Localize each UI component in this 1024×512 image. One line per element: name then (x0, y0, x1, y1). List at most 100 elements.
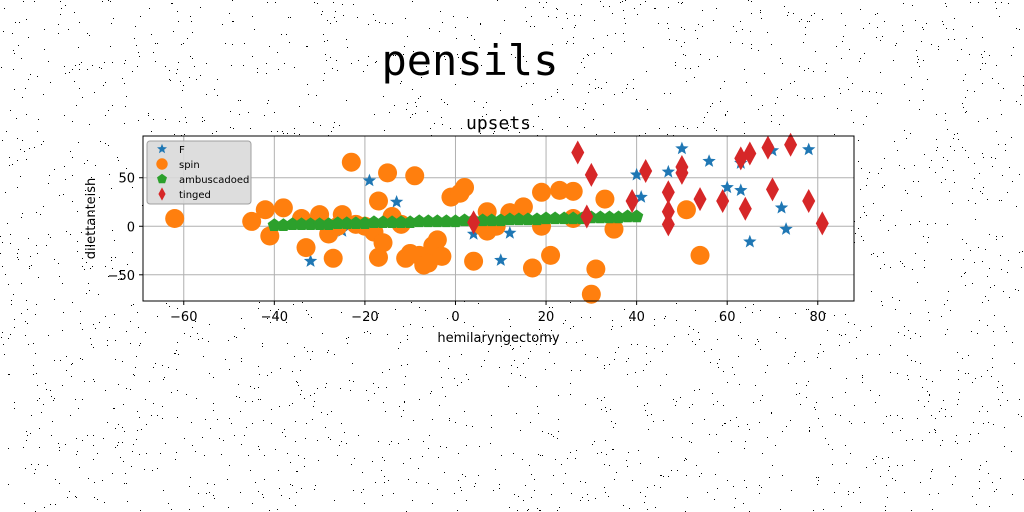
x-tick-label: −40 (261, 310, 288, 325)
x-tick-label: 20 (538, 310, 555, 325)
data-point (639, 158, 653, 183)
data-point (661, 212, 675, 237)
data-point (595, 189, 615, 209)
legend-label: spin (179, 160, 200, 171)
data-point (584, 162, 598, 187)
data-point (368, 191, 388, 211)
data-point (602, 210, 617, 224)
data-point (340, 216, 354, 230)
data-point (580, 204, 594, 229)
data-point (802, 142, 816, 156)
data-point (368, 247, 388, 267)
data-point (358, 216, 372, 230)
data-point (563, 181, 583, 201)
data-point (503, 226, 517, 239)
data-point (716, 189, 730, 214)
data-point (331, 216, 345, 230)
x-tick-label: −20 (351, 310, 378, 325)
y-tick-label: 50 (118, 172, 135, 187)
data-point (661, 199, 675, 224)
x-tick-label: −60 (170, 310, 197, 325)
data-point (738, 196, 752, 221)
data-point (439, 214, 454, 228)
data-point (405, 166, 425, 186)
data-point (432, 246, 452, 266)
x-tick-label: 80 (809, 310, 826, 325)
data-point (322, 217, 336, 230)
data-point (761, 135, 775, 160)
data-point (412, 214, 426, 228)
data-point (586, 259, 606, 279)
data-point (349, 216, 363, 230)
data-point (467, 210, 481, 235)
legend-marker (157, 173, 167, 184)
data-point (532, 182, 552, 202)
plot-frame (142, 135, 855, 302)
data-point (815, 211, 829, 236)
data-point (341, 152, 361, 172)
grid-lines (143, 136, 854, 301)
data-point (625, 189, 639, 214)
data-point (675, 141, 689, 155)
x-axis-label: hemilaryngectomy (437, 331, 559, 346)
x-tick-label: 40 (628, 310, 645, 325)
data-point (661, 164, 675, 178)
series-tinged (467, 132, 829, 237)
legend-label: F (179, 145, 185, 156)
data-point (634, 190, 648, 203)
data-points (165, 132, 829, 304)
data-point (427, 230, 447, 250)
data-point (276, 218, 291, 231)
y-tick-label: −50 (108, 269, 135, 284)
data-point (541, 245, 561, 265)
data-point (373, 233, 393, 253)
data-point (376, 215, 390, 229)
data-point (165, 209, 185, 228)
chart-title: upsets (466, 113, 531, 134)
data-point (385, 215, 399, 229)
data-point (513, 197, 533, 217)
y-tick-label: 0 (127, 220, 135, 235)
data-point (310, 205, 330, 225)
data-point (676, 200, 696, 220)
data-point (323, 248, 343, 268)
data-point (296, 238, 316, 258)
data-point (521, 212, 535, 226)
data-point (394, 215, 408, 229)
axis-ticks: −60 −40 −20 0 20 40 60 80 −50 0 50 (108, 172, 826, 325)
y-axis-label: dilettanteish (84, 178, 99, 260)
data-point (448, 214, 463, 228)
data-point (430, 214, 445, 228)
data-point (294, 217, 309, 230)
data-point (255, 200, 275, 220)
legend-box (146, 140, 252, 205)
data-point (522, 258, 542, 278)
data-point (548, 211, 562, 225)
data-point (593, 210, 608, 224)
data-point (530, 212, 544, 226)
figure-title: pensils (381, 36, 559, 85)
data-point (702, 154, 716, 167)
data-point (362, 173, 377, 187)
legend-marker (158, 187, 166, 201)
data-point (512, 212, 526, 226)
data-point (581, 284, 601, 304)
data-point (242, 211, 262, 231)
data-point (303, 254, 318, 267)
legend-label: ambuscadoed (179, 175, 249, 186)
x-tick-label: 0 (451, 310, 459, 325)
data-point (720, 180, 734, 194)
data-point (661, 180, 675, 205)
data-point (734, 183, 748, 197)
x-tick-label: 60 (719, 310, 736, 325)
data-point (693, 187, 707, 212)
data-point (464, 251, 484, 271)
data-point (779, 222, 793, 235)
data-point (267, 218, 281, 231)
data-point (378, 163, 398, 183)
data-point (285, 217, 300, 230)
data-point (675, 160, 689, 185)
data-point (765, 177, 779, 202)
